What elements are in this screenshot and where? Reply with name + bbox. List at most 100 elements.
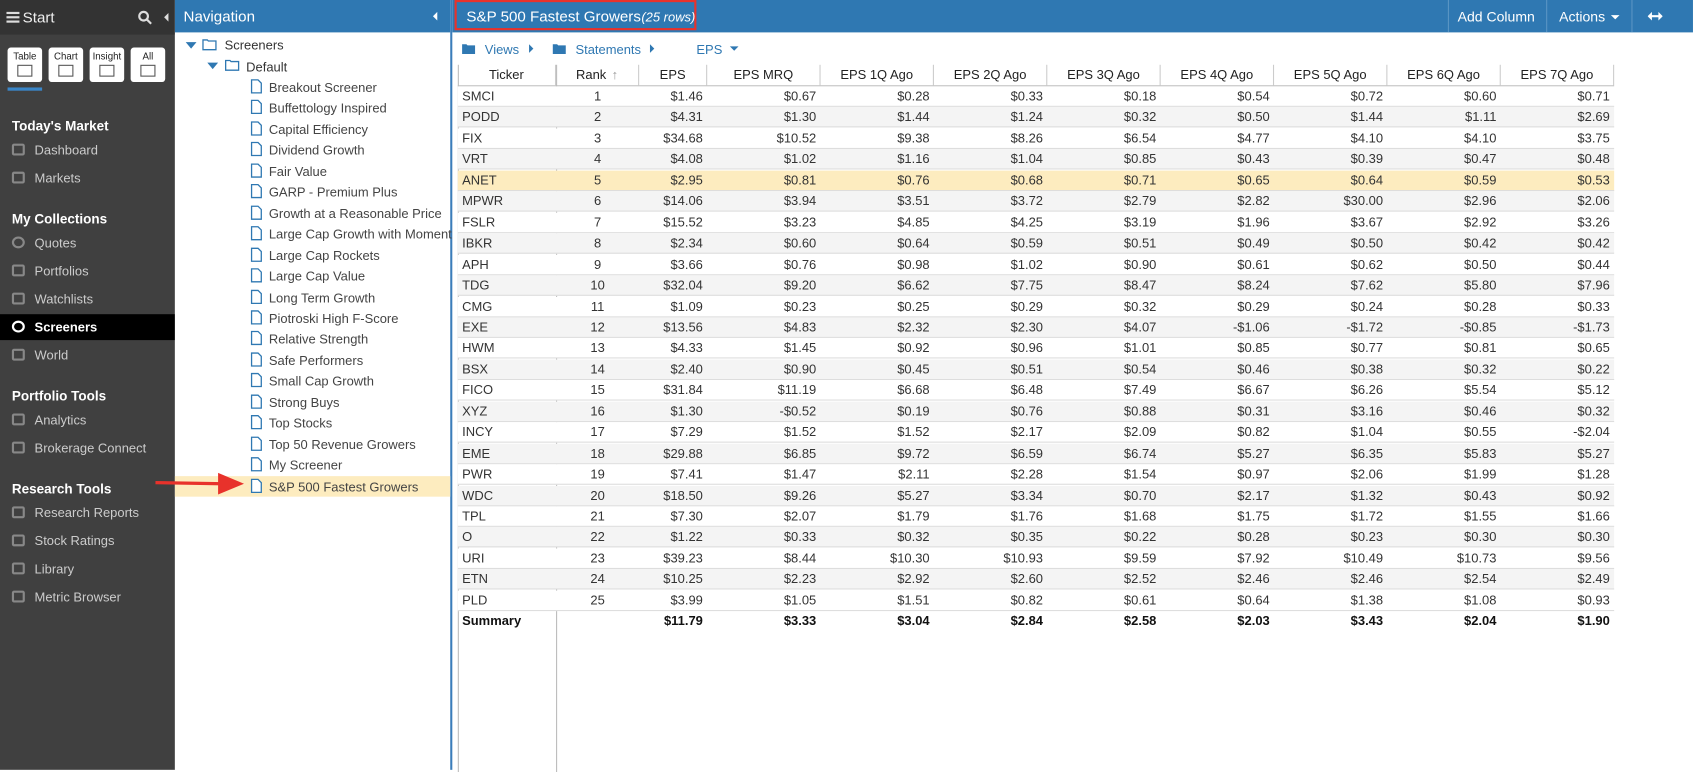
table-row[interactable]: VRT 4 $4.08 $1.02 $1.16 $1.04 $0.85 $0.43 $0.39 $… bbox=[457, 149, 1615, 170]
table-row[interactable]: ANET 5 $2.95 $0.81 $0.76 $0.68 $0.71 $0.65 $0.64… bbox=[457, 170, 1615, 191]
screener-item[interactable]: Capital Efficiency bbox=[175, 119, 450, 140]
sidebar-item[interactable]: Analytics bbox=[0, 407, 175, 433]
column-header[interactable]: EPS MRQ bbox=[707, 64, 821, 86]
table-row[interactable]: ETN 24 $10.25 $2.23 $2.92 $2.60 $2.52 $2.46 $2.4… bbox=[457, 569, 1615, 590]
sidebar-item-label[interactable]: Quotes bbox=[34, 235, 77, 251]
screener-item[interactable]: Breakout Screener bbox=[175, 77, 450, 98]
screener-label[interactable]: Fair Value bbox=[268, 163, 327, 180]
sidebar-item[interactable]: World bbox=[0, 342, 175, 368]
view-tab[interactable]: All bbox=[130, 47, 166, 83]
screener-label[interactable]: Long Term Growth bbox=[268, 289, 376, 306]
screener-item[interactable]: Fair Value bbox=[175, 161, 450, 182]
column-header-label[interactable]: Ticker bbox=[488, 66, 524, 83]
screener-item[interactable]: Top Stocks bbox=[175, 413, 450, 434]
screener-label[interactable]: Small Cap Growth bbox=[268, 373, 374, 390]
column-header[interactable]: EPS 6Q Ago bbox=[1387, 64, 1501, 86]
sidebar-item[interactable]: Research Reports bbox=[0, 500, 175, 526]
table-row[interactable]: PODD 2 $4.31 $1.30 $1.44 $1.24 $0.32 $0.50 $1.44… bbox=[457, 107, 1615, 128]
sidebar-item[interactable]: Quotes bbox=[0, 230, 175, 256]
view-tab-label[interactable]: Insight bbox=[92, 50, 122, 62]
sidebar-item-label[interactable]: Library bbox=[34, 561, 75, 577]
screener-item[interactable]: S&P 500 Fastest Growers bbox=[174, 475, 451, 497]
screener-item[interactable]: Large Cap Growth with Momentum bbox=[175, 224, 470, 245]
column-header[interactable]: EPS 4Q Ago bbox=[1161, 64, 1275, 86]
sidebar-item[interactable]: Markets bbox=[0, 165, 175, 191]
table-row[interactable]: CMG 11 $1.09 $0.23 $0.25 $0.29 $0.32 $0.29 $0.24… bbox=[457, 296, 1615, 317]
table-row[interactable]: SMCI 1 $1.46 $0.67 $0.28 $0.33 $0.18 $0.54 $0.72… bbox=[457, 86, 1615, 107]
column-header[interactable]: EPS 3Q Ago bbox=[1047, 64, 1161, 86]
screener-label[interactable]: My Screener bbox=[268, 457, 343, 474]
screener-label[interactable]: GARP - Premium Plus bbox=[268, 184, 398, 201]
sidebar-item[interactable]: Dashboard bbox=[0, 137, 175, 163]
screener-label[interactable]: S&P 500 Fastest Growers bbox=[268, 478, 419, 495]
column-header-label[interactable]: EPS bbox=[659, 66, 686, 83]
screener-item[interactable]: Top 50 Revenue Growers bbox=[175, 434, 450, 455]
screener-label[interactable]: Breakout Screener bbox=[268, 79, 377, 96]
column-header[interactable]: EPS 5Q Ago bbox=[1274, 64, 1388, 86]
sidebar-item-label[interactable]: Analytics bbox=[34, 412, 87, 428]
tree-folder[interactable]: Default bbox=[246, 59, 288, 75]
sidebar-item[interactable]: Watchlists bbox=[0, 286, 175, 312]
table-row[interactable]: FIX 3 $34.68 $10.52 $9.38 $8.26 $6.54 $4.77 $4.1… bbox=[457, 128, 1615, 149]
table-row[interactable]: TDG 10 $32.04 $9.20 $6.62 $7.75 $8.47 $8.24 $7.6… bbox=[457, 275, 1615, 296]
column-header[interactable]: EPS 7Q Ago bbox=[1501, 64, 1615, 86]
screener-item[interactable]: My Screener bbox=[175, 455, 450, 476]
column-header-label[interactable]: EPS 4Q Ago bbox=[1180, 66, 1254, 83]
table-row[interactable]: PLD 25 $3.99 $1.05 $1.51 $0.82 $0.61 $0.64 $1.38… bbox=[457, 590, 1615, 611]
table-row[interactable]: EXE 12 $13.56 $4.83 $2.32 $2.30 $4.07 -$1.06 -$1… bbox=[457, 317, 1615, 338]
table-row[interactable]: APH 9 $3.66 $0.76 $0.98 $1.02 $0.90 $0.61 $0.62 $… bbox=[457, 254, 1615, 275]
screener-item[interactable]: Buffettology Inspired bbox=[175, 98, 450, 119]
table-row[interactable]: FICO 15 $31.84 $11.19 $6.68 $6.48 $7.49 $6.67 $6… bbox=[457, 380, 1615, 401]
view-tab[interactable]: Table bbox=[7, 47, 43, 83]
column-header[interactable]: EPS 1Q Ago bbox=[821, 64, 934, 86]
column-header[interactable]: Rank ↑ bbox=[556, 64, 640, 86]
table-row[interactable]: URI 23 $39.23 $8.44 $10.30 $10.93 $9.59 $7.92 $1… bbox=[457, 548, 1615, 569]
sidebar-item-label[interactable]: Portfolios bbox=[34, 263, 89, 279]
screener-label[interactable]: Growth at a Reasonable Price bbox=[268, 205, 442, 222]
table-row[interactable]: INCY 17 $7.29 $1.52 $1.52 $2.17 $2.09 $0.82 $1.0… bbox=[457, 422, 1615, 443]
tree-root[interactable]: Screeners bbox=[224, 37, 284, 53]
column-header[interactable]: Ticker bbox=[458, 64, 557, 86]
screener-item[interactable]: Safe Performers bbox=[175, 350, 450, 371]
view-tab[interactable]: Insight bbox=[89, 47, 125, 83]
screener-item[interactable]: Strong Buys bbox=[175, 392, 450, 413]
table-row[interactable]: XYZ 16 $1.30 -$0.52 $0.19 $0.76 $0.88 $0.31 $3.1… bbox=[457, 401, 1615, 422]
sidebar-item-label[interactable]: Dashboard bbox=[34, 142, 98, 158]
screener-label[interactable]: Large Cap Value bbox=[268, 268, 366, 285]
screener-item[interactable]: Large Cap Value bbox=[175, 266, 450, 287]
column-header-label[interactable]: EPS 2Q Ago bbox=[953, 66, 1027, 83]
column-header-label[interactable]: EPS 3Q Ago bbox=[1067, 66, 1140, 83]
views-menu[interactable]: Views bbox=[484, 42, 520, 58]
screener-label[interactable]: Safe Performers bbox=[268, 352, 364, 369]
screener-item[interactable]: Long Term Growth bbox=[175, 287, 450, 308]
table-row[interactable]: EME 18 $29.88 $6.85 $9.72 $6.59 $6.74 $5.27 $6.3… bbox=[457, 443, 1615, 464]
column-header-label[interactable]: EPS 5Q Ago bbox=[1293, 66, 1367, 83]
sidebar-item[interactable]: Stock Ratings bbox=[0, 528, 175, 554]
screener-label[interactable]: Top Stocks bbox=[268, 415, 333, 432]
add-column-button[interactable]: Add Column bbox=[1457, 8, 1535, 25]
screener-label[interactable]: Strong Buys bbox=[268, 394, 340, 411]
screener-item[interactable]: GARP - Premium Plus bbox=[175, 182, 450, 203]
table-row[interactable]: MPWR 6 $14.06 $3.94 $3.51 $3.72 $2.79 $2.82 $30.… bbox=[457, 191, 1615, 212]
table-row[interactable]: O 22 $1.22 $0.33 $0.32 $0.35 $0.22 $0.28 $0.23 $0… bbox=[457, 527, 1615, 548]
screener-label[interactable]: Capital Efficiency bbox=[268, 121, 368, 138]
sidebar-title[interactable]: Start bbox=[22, 8, 55, 26]
sidebar-item[interactable]: Screeners bbox=[0, 314, 175, 341]
sidebar-item-label[interactable]: Markets bbox=[34, 170, 81, 186]
view-tab-label[interactable]: All bbox=[142, 50, 154, 62]
screener-label[interactable]: Large Cap Rockets bbox=[268, 247, 380, 264]
column-header-label[interactable]: EPS MRQ bbox=[733, 66, 794, 83]
view-tab-label[interactable]: Table bbox=[13, 50, 37, 62]
sidebar-item-label[interactable]: Research Reports bbox=[34, 505, 139, 521]
view-tab-label[interactable]: Chart bbox=[53, 50, 78, 62]
sidebar-item-label[interactable]: Metric Browser bbox=[34, 589, 121, 605]
column-header-label[interactable]: EPS 1Q Ago bbox=[840, 66, 914, 83]
sidebar-item-label[interactable]: Brokerage Connect bbox=[34, 440, 147, 456]
screener-label[interactable]: Buffettology Inspired bbox=[268, 100, 387, 117]
screener-label[interactable]: Relative Strength bbox=[268, 331, 369, 348]
column-header-label[interactable]: EPS 6Q Ago bbox=[1407, 66, 1480, 83]
sidebar-item-label[interactable]: Stock Ratings bbox=[34, 533, 115, 549]
screener-label[interactable]: Piotroski High F-Score bbox=[268, 310, 399, 327]
actions-button[interactable]: Actions bbox=[1559, 8, 1606, 25]
sidebar-item[interactable]: Metric Browser bbox=[0, 584, 175, 610]
